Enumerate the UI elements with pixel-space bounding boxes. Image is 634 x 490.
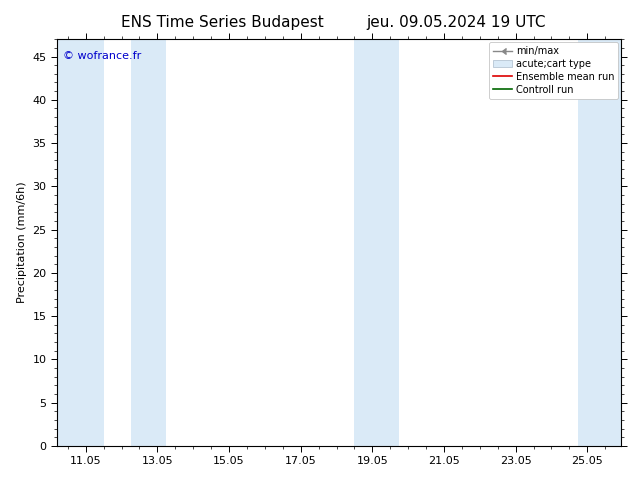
Y-axis label: Precipitation (mm/6h): Precipitation (mm/6h) — [17, 182, 27, 303]
Legend: min/max, acute;cart type, Ensemble mean run, Controll run: min/max, acute;cart type, Ensemble mean … — [489, 42, 618, 98]
Text: © wofrance.fr: © wofrance.fr — [63, 51, 141, 61]
Text: jeu. 09.05.2024 19 UTC: jeu. 09.05.2024 19 UTC — [366, 15, 547, 30]
Bar — [57, 39, 103, 446]
Bar — [372, 39, 399, 446]
Bar — [578, 39, 621, 446]
Bar — [354, 39, 372, 446]
Bar — [131, 39, 166, 446]
Text: ENS Time Series Budapest: ENS Time Series Budapest — [120, 15, 323, 30]
